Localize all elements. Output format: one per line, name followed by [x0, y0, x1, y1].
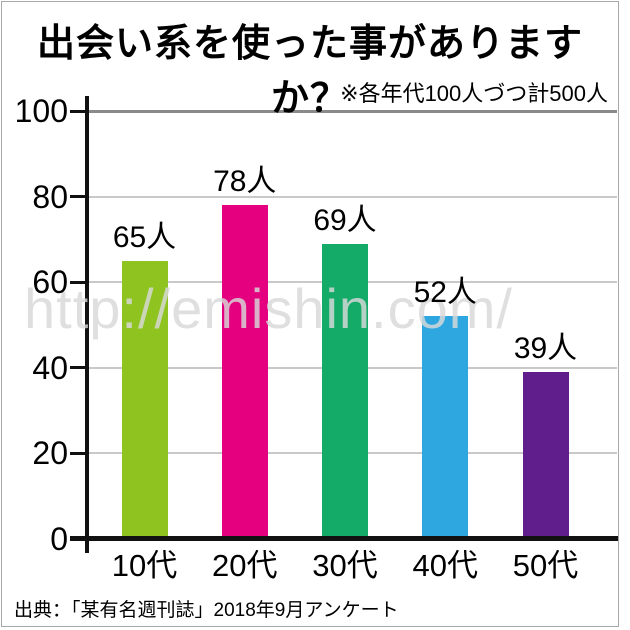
source-note: 出典：「某有名週刊誌」2018年9月アンケート: [14, 600, 399, 621]
bar: [522, 372, 569, 539]
bar-value-label: 69人: [313, 203, 377, 237]
y-tick-label: 80: [32, 178, 68, 215]
y-tick-label: 0: [50, 521, 68, 557]
x-category-label: 20代: [212, 548, 278, 583]
bar: [221, 205, 268, 539]
y-tick-label: 20: [32, 435, 68, 472]
y-tick-mark: [70, 195, 88, 199]
y-gridline: [88, 109, 617, 113]
bar-value-label: 65人: [112, 220, 177, 254]
y-tick-label: 60: [32, 264, 68, 301]
bar: [322, 243, 368, 539]
x-category-label: 50代: [512, 548, 579, 583]
y-tick-mark: [70, 366, 88, 370]
y-tick-mark: [70, 451, 88, 455]
y-tick-mark: [70, 280, 88, 284]
x-category-label: 10代: [111, 548, 178, 583]
x-category-label: 40代: [412, 548, 478, 583]
chart-title: 出会い系を使った事がありますか？: [36, 23, 583, 120]
y-tick-label: 100: [14, 93, 68, 129]
bar-value-label: 52人: [413, 276, 477, 310]
bar-value-label: 78人: [213, 165, 277, 199]
x-category-label: 30代: [312, 548, 378, 583]
watermark: http://emishin.com/: [24, 277, 513, 340]
x-axis-line: [70, 536, 618, 541]
y-tick-mark: [70, 109, 88, 113]
sample-size-note: ※各年代100人づつ計500人: [340, 81, 608, 106]
bar-value-label: 39人: [513, 332, 578, 366]
y-axis-line: [85, 96, 89, 553]
y-tick-label: 40: [32, 349, 68, 386]
bar: [121, 260, 168, 539]
bar: [422, 316, 469, 539]
y-gridline: [88, 195, 617, 198]
